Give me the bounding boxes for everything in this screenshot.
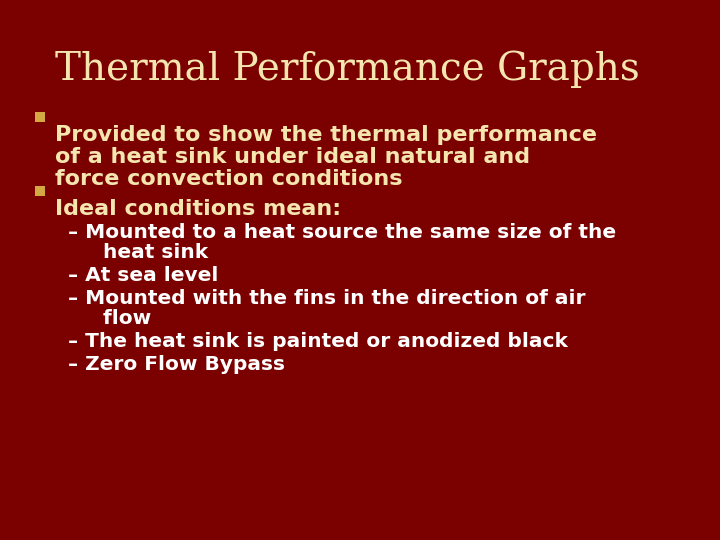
Text: force convection conditions: force convection conditions <box>55 169 402 189</box>
Text: – Mounted to a heat source the same size of the: – Mounted to a heat source the same size… <box>68 223 616 242</box>
Text: flow: flow <box>68 309 151 328</box>
Text: – At sea level: – At sea level <box>68 266 218 285</box>
Text: Provided to show the thermal performance: Provided to show the thermal performance <box>55 125 597 145</box>
Text: Ideal conditions mean:: Ideal conditions mean: <box>55 199 341 219</box>
Bar <box>35 186 45 196</box>
Text: of a heat sink under ideal natural and: of a heat sink under ideal natural and <box>55 147 530 167</box>
Text: – Zero Flow Bypass: – Zero Flow Bypass <box>68 355 285 374</box>
Text: – The heat sink is painted or anodized black: – The heat sink is painted or anodized b… <box>68 332 568 351</box>
Text: Thermal Performance Graphs: Thermal Performance Graphs <box>55 50 640 87</box>
Text: heat sink: heat sink <box>68 243 208 262</box>
Text: – Mounted with the fins in the direction of air: – Mounted with the fins in the direction… <box>68 289 585 308</box>
Bar <box>35 112 45 122</box>
